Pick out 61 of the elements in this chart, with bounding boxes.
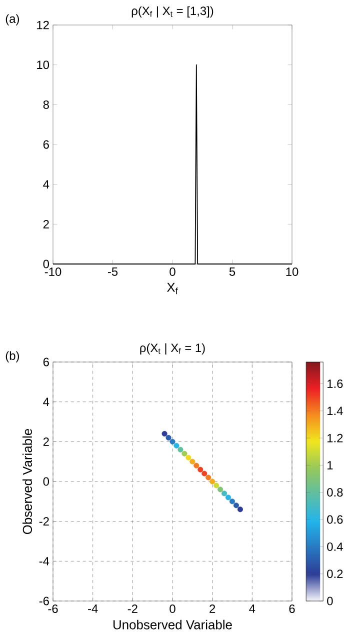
y-tick-label: 4 bbox=[43, 398, 50, 406]
color-bar-label: 1 bbox=[328, 461, 333, 470]
x-tick-label: 0 bbox=[170, 604, 176, 613]
point bbox=[202, 470, 208, 476]
y-axis-title: Observed Variable bbox=[22, 428, 32, 534]
point bbox=[178, 446, 184, 452]
point bbox=[218, 486, 224, 492]
point bbox=[233, 502, 240, 508]
y-tick-label: 12 bbox=[37, 20, 49, 30]
y-tick-label: -6 bbox=[39, 596, 49, 606]
point bbox=[166, 434, 172, 440]
color-bar-label: 1.6 bbox=[328, 380, 343, 388]
point bbox=[210, 478, 216, 484]
color-bar-label: 0.2 bbox=[327, 570, 343, 578]
point bbox=[194, 462, 200, 468]
point bbox=[190, 458, 196, 464]
point bbox=[237, 506, 243, 512]
color-bar-label: 0.4 bbox=[327, 542, 343, 551]
x-tick-label: 4 bbox=[249, 604, 256, 613]
color-bar-label: 0 bbox=[327, 596, 333, 606]
color-bar-label: 0.6 bbox=[327, 515, 343, 524]
color-bar-label: 1.4 bbox=[328, 406, 343, 416]
y-tick-label: -4 bbox=[39, 557, 50, 566]
point bbox=[198, 466, 204, 472]
point bbox=[170, 438, 176, 444]
x-axis-title: X$_{f}$ bbox=[166, 282, 178, 294]
y-tick-label: 6 bbox=[43, 140, 49, 149]
point bbox=[182, 450, 188, 456]
color-bar-label: 1.2 bbox=[328, 434, 343, 442]
point bbox=[162, 430, 168, 437]
text: (b) bbox=[6, 351, 19, 362]
point bbox=[174, 442, 180, 448]
y-tick-label: 2 bbox=[43, 438, 49, 446]
y-tick-label: 10 bbox=[37, 60, 50, 70]
point bbox=[214, 482, 220, 488]
y-tick-label: 8 bbox=[43, 100, 49, 109]
point bbox=[229, 498, 236, 504]
y-tick-label: 6 bbox=[43, 358, 49, 366]
y-tick-label: 0 bbox=[43, 477, 50, 486]
x-tick-label: -10 bbox=[44, 268, 62, 276]
y-tick-label: 0 bbox=[43, 260, 50, 268]
point bbox=[221, 490, 228, 496]
y-tick-label: -2 bbox=[39, 517, 49, 526]
color-bar-label: 0.8 bbox=[327, 488, 343, 497]
x-tick-label: -5 bbox=[108, 268, 118, 276]
x-tick-label: 0 bbox=[170, 268, 176, 276]
chart-title: ρ(X$_{t}$ | X$_{f}$ = 1) bbox=[140, 343, 205, 355]
x-tick-label: -2 bbox=[128, 604, 138, 613]
point bbox=[225, 494, 232, 500]
y-tick-label: 2 bbox=[43, 220, 49, 228]
x-tick-label: 6 bbox=[289, 604, 295, 613]
x-tick-label: 10 bbox=[286, 268, 298, 276]
y-tick-label: 4 bbox=[43, 180, 50, 188]
chart-title: ρ(X$_{f}$ | X$_{t}$ = [1,3]) bbox=[132, 6, 214, 18]
point bbox=[206, 474, 212, 480]
x-tick-label: 5 bbox=[229, 268, 236, 276]
point bbox=[186, 454, 192, 460]
x-tick-label: -4 bbox=[88, 604, 98, 613]
x-tick-label: 2 bbox=[210, 604, 216, 613]
x-axis-title: Unobserved Variable bbox=[114, 620, 232, 630]
text: (a) bbox=[6, 14, 19, 26]
